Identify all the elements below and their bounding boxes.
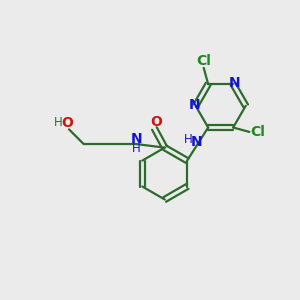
Text: N: N xyxy=(190,135,202,149)
Text: N: N xyxy=(228,76,240,90)
Text: Cl: Cl xyxy=(250,125,265,139)
Text: H: H xyxy=(53,116,62,129)
Text: H: H xyxy=(132,142,140,155)
Text: H: H xyxy=(184,134,193,146)
Text: N: N xyxy=(130,132,142,146)
Text: O: O xyxy=(150,115,162,129)
Text: Cl: Cl xyxy=(196,55,211,68)
Text: O: O xyxy=(61,116,74,130)
Text: N: N xyxy=(189,98,201,112)
